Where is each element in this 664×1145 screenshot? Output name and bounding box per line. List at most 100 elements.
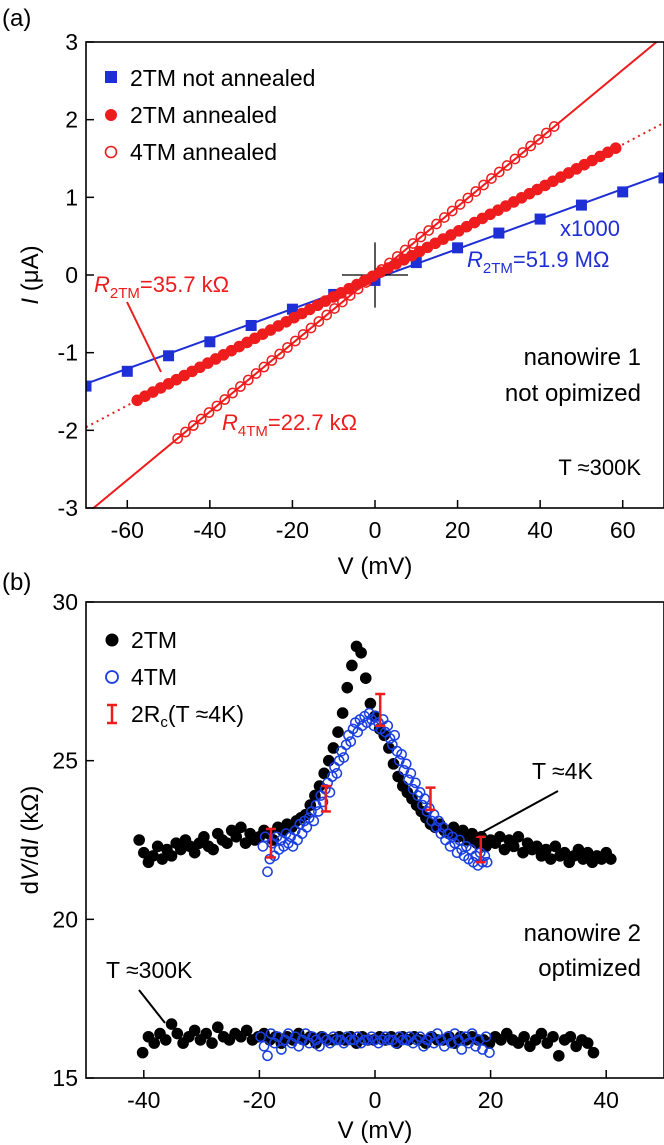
data-point-series-3 bbox=[452, 1034, 464, 1046]
data-point-series-2 bbox=[250, 368, 262, 379]
data-point-series-0 bbox=[359, 672, 372, 684]
data-point-series-3 bbox=[352, 1031, 364, 1043]
data-point-series-0 bbox=[336, 707, 349, 719]
data-point-series-0 bbox=[512, 831, 525, 843]
nanowire-1-sublabel: not opimized bbox=[505, 380, 641, 407]
data-point-series-2 bbox=[211, 1021, 224, 1034]
data-point-series-2 bbox=[517, 147, 529, 158]
data-point-series-0 bbox=[198, 831, 210, 843]
data-point-series-3 bbox=[334, 1034, 346, 1046]
legend-marker-open-circle bbox=[104, 145, 118, 159]
data-point-series-2 bbox=[258, 361, 270, 373]
legend-marker-open-circle bbox=[105, 670, 119, 684]
data-point-series-1 bbox=[447, 831, 458, 843]
y-axis-i: I bbox=[17, 838, 44, 845]
data-point-series-3 bbox=[470, 1040, 481, 1052]
r2tm-red-annotation: R2TM=35.7 kΩ bbox=[94, 272, 229, 302]
data-point-series-3 bbox=[293, 1040, 305, 1052]
data-point-series-0 bbox=[133, 834, 145, 846]
data-point-series-3 bbox=[414, 1031, 426, 1043]
data-point-series-2 bbox=[297, 329, 309, 340]
data-point-series-2 bbox=[227, 387, 238, 399]
data-point-series-1 bbox=[421, 806, 433, 817]
data-point-series-2 bbox=[439, 212, 450, 223]
legend-label-2tm-annealed: 2TM annealed bbox=[130, 102, 277, 128]
data-point-series-3 bbox=[341, 1031, 353, 1043]
data-point-series-3 bbox=[404, 1031, 416, 1043]
data-point-series-3 bbox=[435, 1034, 447, 1046]
data-point-series-1 bbox=[403, 774, 414, 786]
panel-b-ticks: -40 -20 0 20 40 15 20 25 30 bbox=[52, 589, 619, 1113]
data-point-series-2 bbox=[136, 1046, 149, 1059]
data-point-series-0 bbox=[322, 754, 335, 767]
data-point-series-3 bbox=[366, 1031, 377, 1043]
data-point-series-1 bbox=[398, 764, 410, 776]
data-point-series-2 bbox=[206, 1037, 218, 1049]
legend-marker-filled-circle bbox=[105, 633, 119, 647]
data-point-series-2 bbox=[313, 316, 325, 327]
data-point-series-0 bbox=[163, 350, 175, 362]
data-point-series-3 bbox=[321, 1034, 332, 1046]
temperature-label-300k: T ≈300K bbox=[558, 455, 641, 480]
data-point-series-0 bbox=[558, 846, 571, 859]
rc-subscript: c bbox=[160, 714, 168, 731]
data-point-series-3 bbox=[425, 1031, 436, 1043]
data-point-series-3 bbox=[345, 1034, 357, 1046]
data-point-series-1 bbox=[257, 840, 269, 852]
data-point-series-0 bbox=[204, 336, 216, 348]
data-point-series-2 bbox=[384, 257, 395, 269]
data-point-series-3 bbox=[303, 1037, 315, 1049]
r-value: =22.7 kΩ bbox=[268, 410, 357, 435]
data-point-series-1 bbox=[410, 777, 421, 789]
t4k-pointer bbox=[471, 790, 559, 839]
data-point-series-2 bbox=[282, 342, 293, 353]
data-point-series-2 bbox=[352, 283, 364, 295]
error-bar bbox=[425, 786, 436, 812]
data-point-series-3 bbox=[459, 1031, 471, 1043]
data-point-series-3 bbox=[400, 1034, 412, 1046]
data-point-series-2 bbox=[493, 166, 505, 178]
panel-a-x-tick-label: 0 bbox=[369, 517, 382, 543]
data-point-series-1 bbox=[396, 748, 407, 760]
r-subscript: 4TM bbox=[238, 423, 268, 440]
r-subscript: 2TM bbox=[483, 260, 513, 277]
panel-a-y-tick-label: -3 bbox=[58, 495, 78, 521]
data-point-series-2 bbox=[211, 400, 223, 412]
panel-a-y-tick-label: 1 bbox=[65, 184, 78, 210]
data-point-series-0 bbox=[549, 840, 562, 853]
data-point-series-2 bbox=[391, 251, 403, 262]
data-point-series-3 bbox=[421, 1034, 433, 1046]
data-point-series-0 bbox=[452, 242, 464, 254]
data-point-series-0 bbox=[581, 846, 594, 859]
data-point-series-2 bbox=[407, 238, 419, 249]
data-point-series-3 bbox=[473, 1034, 485, 1046]
data-point-series-0 bbox=[355, 646, 367, 659]
temperature-label-4k: T ≈4K bbox=[532, 758, 593, 784]
data-point-series-3 bbox=[276, 1044, 287, 1055]
data-point-series-3 bbox=[265, 1028, 277, 1039]
r-subscript: 2TM bbox=[110, 285, 140, 302]
data-point-series-3 bbox=[477, 1044, 488, 1055]
data-point-series-1 bbox=[338, 752, 350, 763]
legend-label-2tm-not-annealed: 2TM not annealed bbox=[130, 65, 315, 91]
data-point-series-3 bbox=[463, 1037, 474, 1049]
data-point-series-3 bbox=[442, 1031, 454, 1043]
data-point-series-2 bbox=[235, 381, 246, 392]
data-point-series-2 bbox=[376, 264, 387, 275]
data-point-series-0 bbox=[332, 726, 344, 738]
x1000-annotation: x1000 bbox=[560, 216, 620, 241]
data-point-series-2 bbox=[540, 127, 552, 139]
data-point-series-3 bbox=[355, 1037, 367, 1049]
data-point-series-0 bbox=[544, 853, 557, 865]
data-point-series-2 bbox=[289, 335, 301, 347]
data-point-series-2 bbox=[564, 1030, 577, 1043]
data-point-series-1 bbox=[310, 799, 322, 811]
data-point-series-2 bbox=[321, 309, 333, 321]
data-point-series-0 bbox=[531, 840, 543, 853]
data-point-series-3 bbox=[407, 1037, 419, 1049]
data-point-series-0 bbox=[138, 846, 150, 859]
data-point-series-2 bbox=[415, 231, 427, 243]
data-point-series-3 bbox=[269, 1037, 280, 1049]
data-point-series-0 bbox=[230, 831, 243, 843]
rc-condition: (T ≈4K) bbox=[168, 701, 244, 727]
